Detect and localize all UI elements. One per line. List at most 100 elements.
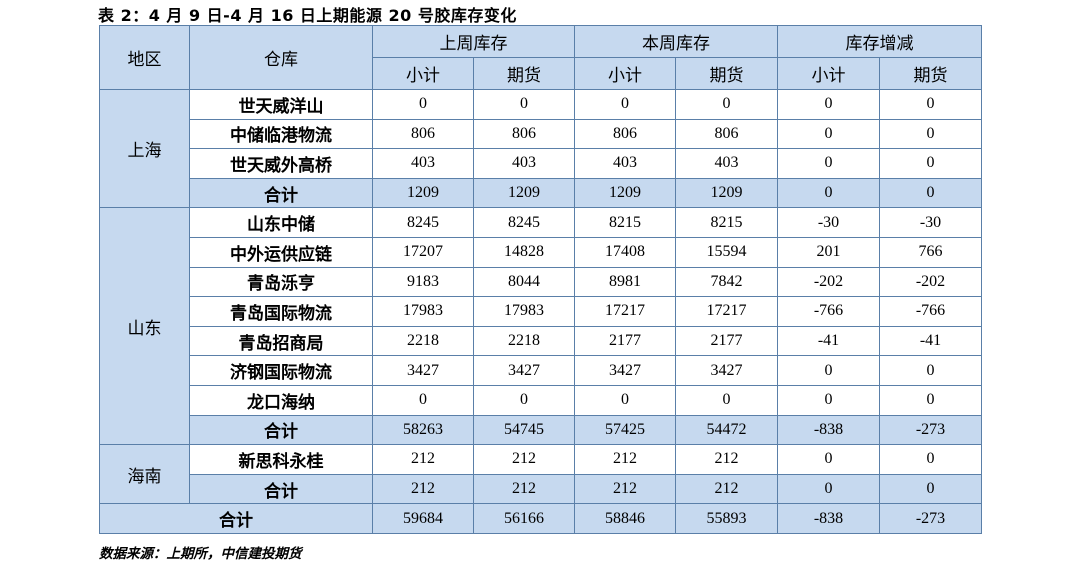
value-cell: 0 <box>879 148 982 179</box>
warehouse-cell: 中储临港物流 <box>189 118 373 150</box>
value-cell: 0 <box>879 444 982 475</box>
value-cell: 0 <box>574 384 676 416</box>
header-futures: 期货 <box>675 57 778 90</box>
value-cell: 0 <box>879 118 982 150</box>
value-cell: 8215 <box>574 207 676 238</box>
value-cell: -41 <box>879 325 982 357</box>
warehouse-cell: 龙口海纳 <box>189 384 373 416</box>
value-cell: 0 <box>675 89 778 120</box>
header-warehouse: 仓库 <box>189 25 373 90</box>
warehouse-cell: 青岛泺亨 <box>189 266 373 298</box>
value-cell: -202 <box>879 266 982 298</box>
value-cell: 1209 <box>473 177 575 209</box>
value-cell: 212 <box>574 444 676 475</box>
value-cell: 806 <box>574 118 676 150</box>
region-cell: 山东 <box>99 207 190 446</box>
header-subtotal: 小计 <box>574 57 676 90</box>
warehouse-cell: 合计 <box>189 414 373 446</box>
value-cell: 1209 <box>574 177 676 209</box>
grand-total-value: 59684 <box>372 503 474 534</box>
value-cell: 0 <box>777 177 880 209</box>
value-cell: 1209 <box>372 177 474 209</box>
value-cell: 806 <box>675 118 778 150</box>
value-cell: -766 <box>879 296 982 327</box>
value-cell: 0 <box>879 355 982 386</box>
grand-total-row: 合计 59684 56166 58846 55893 -838 -273 <box>99 503 982 534</box>
value-cell: 57425 <box>574 414 676 446</box>
value-cell: 3427 <box>574 355 676 386</box>
value-cell: 0 <box>879 89 982 120</box>
value-cell: 212 <box>574 473 676 505</box>
value-cell: 212 <box>372 444 474 475</box>
value-cell: 2177 <box>675 325 778 357</box>
region-cell: 海南 <box>99 444 190 505</box>
value-cell: 0 <box>777 148 880 179</box>
warehouse-cell: 新思科永桂 <box>189 444 373 475</box>
value-cell: 0 <box>777 444 880 475</box>
table-body: 上海 世天威洋山 0 0 0 0 0 0 中储临港物流 806 806 806 806 0 0 世天威外高桥 4… <box>99 88 982 534</box>
table-row: 上海 世天威洋山 0 0 0 0 0 0 <box>99 88 982 209</box>
value-cell: 0 <box>574 89 676 120</box>
value-cell: -273 <box>879 414 982 446</box>
value-cell: 8245 <box>372 207 474 238</box>
region-cell: 上海 <box>99 88 190 209</box>
header-change: 库存增减 <box>777 25 982 58</box>
value-cell: 3427 <box>473 355 575 386</box>
table-title: 表 2：4 月 9 日-4 月 16 日上期能源 20 号胶库存变化 <box>98 6 517 25</box>
header-row-1: 地区 仓库 上周库存 本周库存 库存增减 <box>99 25 982 90</box>
grand-total-value: 55893 <box>675 503 778 534</box>
grand-total-value: -273 <box>879 503 982 534</box>
warehouse-cell: 世天威外高桥 <box>189 148 373 179</box>
value-cell: 0 <box>777 473 880 505</box>
value-cell: 0 <box>879 473 982 505</box>
value-cell: 806 <box>372 118 474 150</box>
header-subtotal: 小计 <box>777 57 880 90</box>
value-cell: 17207 <box>372 236 474 268</box>
value-cell: 1209 <box>675 177 778 209</box>
grand-total-value: 58846 <box>574 503 676 534</box>
value-cell: 17217 <box>675 296 778 327</box>
subtotal-row: 合计 58263 54745 57425 54472 -838 -273 <box>100 414 982 446</box>
value-cell: 403 <box>372 148 474 179</box>
grand-total-value: -838 <box>777 503 880 534</box>
value-cell: 403 <box>574 148 676 179</box>
value-cell: 3427 <box>372 355 474 386</box>
value-cell: 0 <box>879 177 982 209</box>
value-cell: 403 <box>473 148 575 179</box>
value-cell: 201 <box>777 236 880 268</box>
subtotal-row: 合计 1209 1209 1209 1209 0 0 <box>100 177 982 209</box>
value-cell: -41 <box>777 325 880 357</box>
value-cell: 0 <box>473 384 575 416</box>
table-row: 青岛泺亨 9183 8044 8981 7842 -202 -202 <box>100 266 982 298</box>
header-region: 地区 <box>99 25 190 90</box>
header-row-2: 小计 期货 小计 期货 小计 期货 <box>100 57 982 90</box>
warehouse-cell: 合计 <box>189 473 373 505</box>
grand-total-label: 合计 <box>99 503 373 534</box>
grand-total-value: 56166 <box>473 503 575 534</box>
value-cell: 0 <box>777 355 880 386</box>
subtotal-row: 合计 212 212 212 212 0 0 <box>100 473 982 505</box>
warehouse-cell: 中外运供应链 <box>189 236 373 268</box>
value-cell: 17983 <box>372 296 474 327</box>
value-cell: 806 <box>473 118 575 150</box>
table-row: 青岛国际物流 17983 17983 17217 17217 -766 -766 <box>100 296 982 327</box>
header-futures: 期货 <box>879 57 982 90</box>
warehouse-cell: 青岛国际物流 <box>189 296 373 327</box>
value-cell: 14828 <box>473 236 575 268</box>
data-source-note: 数据来源：上期所，中信建投期货 <box>99 546 302 562</box>
value-cell: 0 <box>473 89 575 120</box>
warehouse-cell: 青岛招商局 <box>189 325 373 357</box>
value-cell: 17983 <box>473 296 575 327</box>
value-cell: -766 <box>777 296 880 327</box>
table-row: 中储临港物流 806 806 806 806 0 0 <box>100 118 982 150</box>
warehouse-cell: 山东中储 <box>189 207 373 238</box>
table-row: 海南 新思科永桂 212 212 212 212 0 0 <box>99 444 982 505</box>
value-cell: 0 <box>675 384 778 416</box>
value-cell: 8044 <box>473 266 575 298</box>
value-cell: 3427 <box>675 355 778 386</box>
header-futures: 期货 <box>473 57 575 90</box>
table-row: 中外运供应链 17207 14828 17408 15594 201 766 <box>100 236 982 268</box>
table-row: 济钢国际物流 3427 3427 3427 3427 0 0 <box>100 355 982 386</box>
value-cell: 15594 <box>675 236 778 268</box>
value-cell: 0 <box>777 118 880 150</box>
